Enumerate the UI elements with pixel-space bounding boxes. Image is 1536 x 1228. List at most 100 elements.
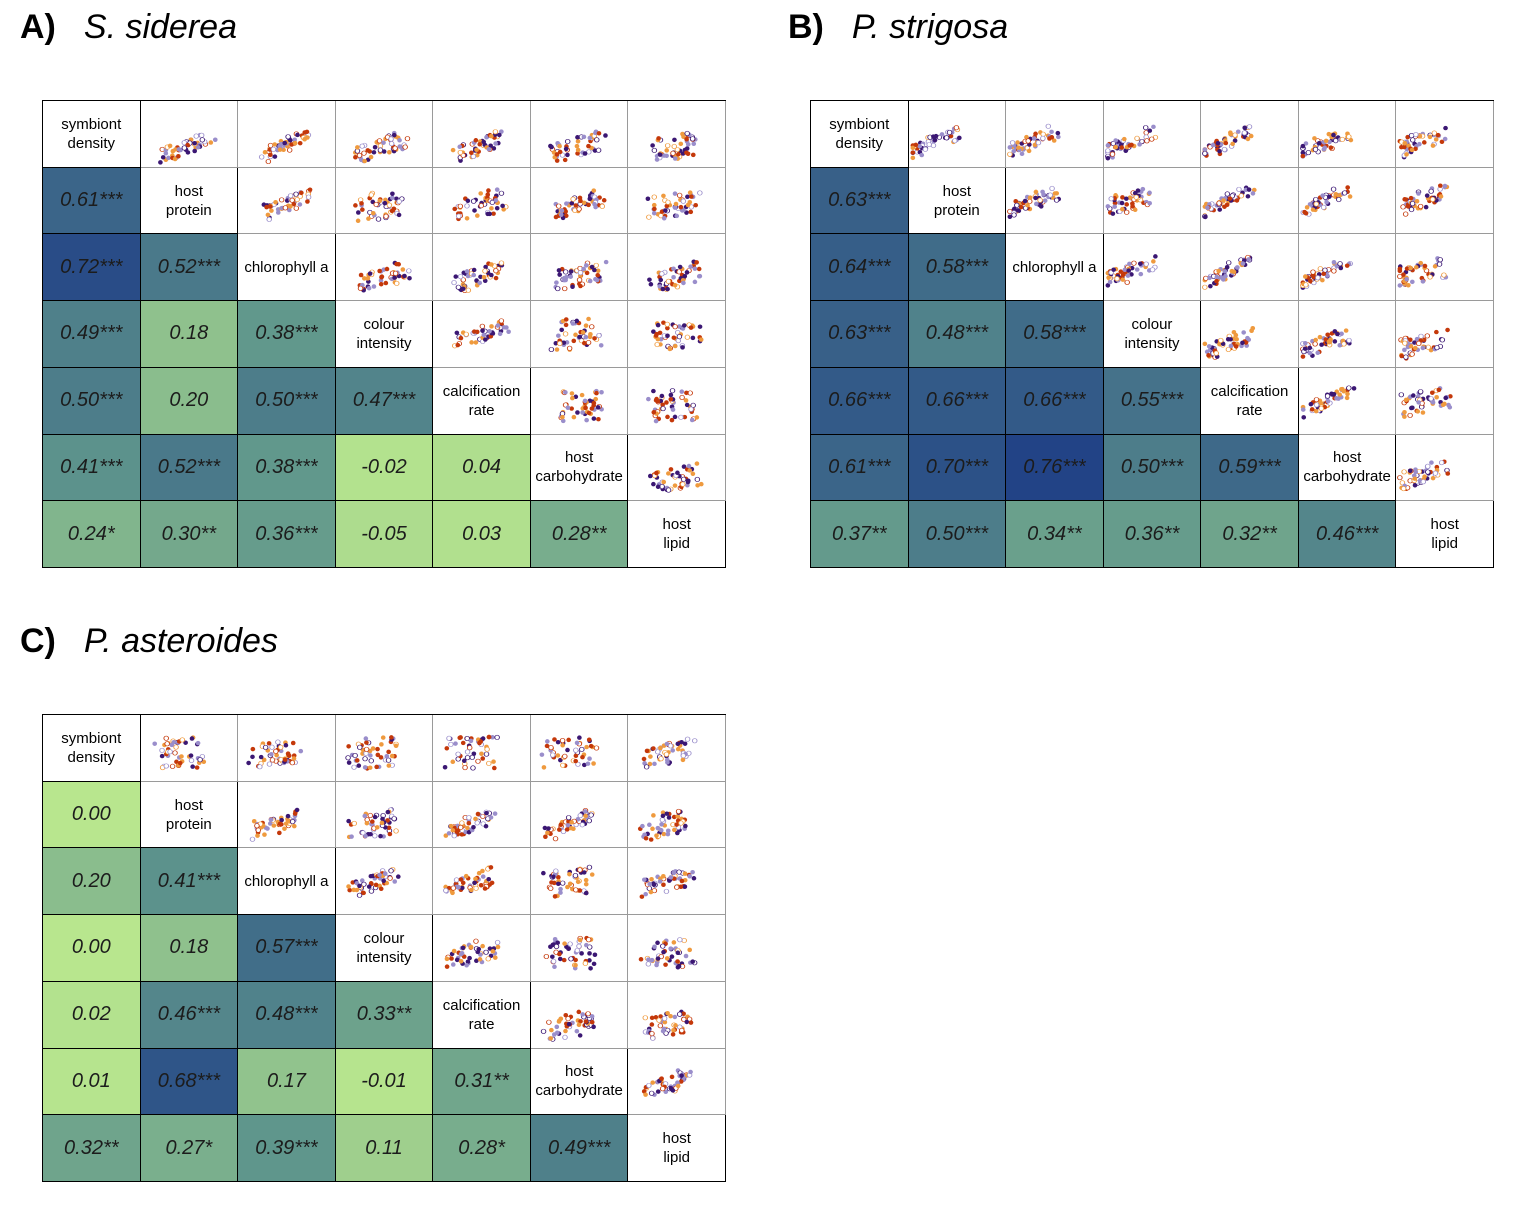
scatter-point — [292, 823, 297, 829]
scatter-point — [1241, 330, 1247, 335]
scatter-point — [1300, 150, 1306, 156]
scatter-point — [575, 151, 580, 156]
scatter-point — [688, 264, 694, 270]
scatter-point — [1009, 140, 1016, 146]
scatter-point — [639, 957, 644, 962]
scatter-cell — [628, 167, 726, 235]
scatter-point — [191, 141, 197, 146]
scatter-point — [667, 815, 672, 820]
scatter-point — [684, 953, 689, 959]
scatter-point — [1421, 279, 1426, 285]
variable-label: host carbohydrate — [535, 449, 623, 486]
scatter-point — [1047, 192, 1054, 198]
scatter-point — [365, 276, 370, 282]
scatter-plot — [357, 261, 412, 293]
scatter-plot — [1397, 256, 1449, 289]
scatter-point — [1415, 409, 1421, 414]
correlation-cell: 0.41*** — [43, 434, 141, 502]
scatter-point — [272, 154, 278, 159]
scatter-point — [282, 826, 287, 831]
scatter-point — [1246, 337, 1252, 343]
scatter-point — [595, 268, 601, 274]
scatter-cell — [1298, 367, 1397, 435]
scatter-point — [461, 286, 466, 292]
scatter-point — [1406, 283, 1412, 288]
scatter-cell — [628, 367, 726, 435]
scatter-point — [198, 132, 204, 138]
scatter-point — [387, 876, 393, 882]
scatter-point — [1330, 268, 1337, 274]
scatter-point — [1216, 200, 1223, 206]
scatter-point — [292, 811, 298, 816]
scatter-point — [1408, 266, 1414, 271]
scatter-point — [172, 156, 177, 162]
scatter-point — [1037, 197, 1043, 203]
scatter-point — [486, 760, 492, 766]
scatter-point — [640, 823, 646, 829]
scatter-point — [359, 207, 365, 212]
scatter-point — [1409, 351, 1416, 357]
scatter-point — [1402, 141, 1408, 146]
scatter-point — [346, 818, 351, 824]
scatter-point — [1412, 340, 1418, 345]
scatter-point — [1011, 212, 1017, 218]
scatter-point — [648, 282, 654, 287]
scatter-point — [293, 205, 300, 211]
variable-label: host protein — [165, 182, 212, 219]
scatter-point — [670, 417, 675, 423]
scatter-point — [167, 143, 172, 149]
scatter-point — [1425, 463, 1431, 469]
correlation-value: 0.50*** — [1120, 455, 1184, 478]
scatter-point — [688, 209, 694, 214]
correlation-cell: -0.02 — [335, 434, 434, 502]
scatter-point — [561, 957, 567, 963]
scatter-point — [688, 190, 693, 195]
scatter-point — [588, 743, 594, 749]
scatter-point — [273, 748, 279, 754]
scatter-point — [477, 281, 483, 286]
scatter-point — [551, 737, 557, 742]
scatter-point — [583, 1019, 589, 1024]
scatter-point — [674, 885, 680, 891]
variable-label: calcification rate — [1210, 382, 1289, 419]
scatter-point — [359, 143, 365, 149]
scatter-point — [1334, 331, 1340, 337]
scatter-point — [681, 753, 687, 759]
scatter-cell — [1396, 167, 1494, 235]
scatter-point — [564, 885, 570, 890]
scatter-point — [471, 198, 477, 204]
scatter-point — [1344, 263, 1350, 269]
scatter-point — [396, 138, 402, 143]
scatter-point — [666, 487, 672, 493]
scatter-point — [1440, 337, 1446, 343]
scatter-point — [480, 869, 486, 874]
scatter-point — [679, 1027, 685, 1033]
scatter-point — [688, 406, 695, 412]
scatter-point — [473, 938, 480, 944]
scatter-point — [677, 1011, 683, 1017]
scatter-point — [557, 149, 563, 155]
scatter-point — [575, 147, 581, 153]
scatter-point — [1434, 137, 1439, 142]
scatter-point — [345, 755, 351, 761]
scatter-point — [453, 741, 459, 746]
scatter-point — [951, 138, 958, 144]
scatter-plot — [638, 808, 689, 842]
scatter-point — [588, 324, 595, 330]
scatter-point — [370, 210, 376, 216]
scatter-point — [488, 814, 494, 820]
scatter-point — [465, 215, 470, 221]
scatter-point — [294, 807, 300, 812]
scatter-point — [645, 196, 651, 201]
scatter-point — [288, 192, 294, 198]
scatter-point — [1428, 395, 1435, 401]
scatter-point — [647, 882, 653, 887]
scatter-cell — [433, 915, 531, 982]
scatter-point — [654, 962, 660, 968]
scatter-point — [1106, 275, 1111, 281]
scatter-point — [392, 879, 397, 885]
scatter-point — [1236, 129, 1241, 134]
scatter-point — [582, 961, 588, 967]
scatter-point — [557, 143, 562, 149]
correlation-cell: 0.20 — [140, 367, 239, 435]
